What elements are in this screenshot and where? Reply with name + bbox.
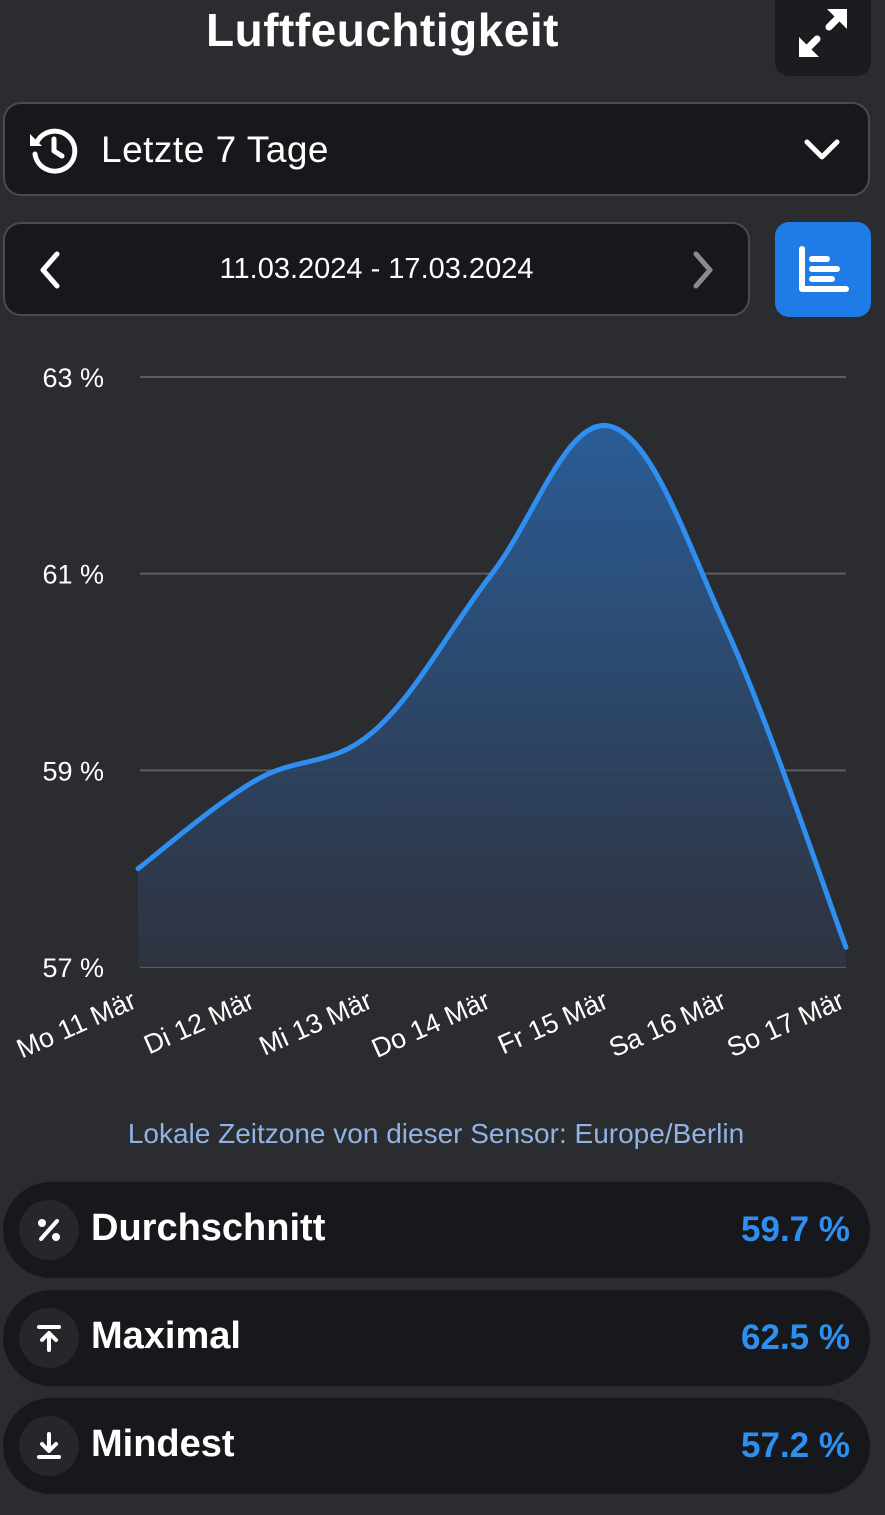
x-tick-label: So 17 Mär bbox=[722, 985, 848, 1063]
expand-button[interactable] bbox=[775, 0, 871, 76]
chart-view-toggle[interactable] bbox=[775, 222, 871, 317]
expand-arrows-icon bbox=[799, 9, 847, 57]
stat-row-average: Durchschnitt 59.7 % bbox=[3, 1182, 870, 1278]
x-tick-label: Fr 15 Mär bbox=[493, 985, 612, 1060]
page-title: Luftfeuchtigkeit bbox=[206, 4, 559, 56]
time-range-label: Letzte 7 Tage bbox=[101, 129, 329, 170]
stat-row-maximum: Maximal 62.5 % bbox=[3, 1290, 870, 1386]
stat-label: Mindest bbox=[91, 1423, 235, 1465]
x-tick-label: Mo 11 Mär bbox=[12, 985, 140, 1064]
timezone-note: Lokale Zeitzone von dieser Sensor: Europ… bbox=[127, 1118, 745, 1149]
arrow-up-to-line-icon bbox=[19, 1308, 79, 1368]
percent-icon bbox=[19, 1200, 79, 1260]
stat-label: Durchschnitt bbox=[91, 1207, 326, 1249]
stat-value: 62.5 % bbox=[741, 1318, 850, 1357]
history-icon bbox=[30, 128, 78, 174]
y-tick-label: 57 % bbox=[42, 953, 104, 983]
x-tick-label: Do 14 Mär bbox=[367, 985, 494, 1064]
stat-label: Maximal bbox=[91, 1315, 241, 1357]
series-line bbox=[135, 423, 849, 950]
date-range-label: 11.03.2024 - 17.03.2024 bbox=[219, 253, 534, 285]
x-tick-label: Mi 13 Mär bbox=[255, 985, 377, 1061]
time-range-select[interactable]: Letzte 7 Tage bbox=[3, 102, 870, 196]
x-tick-label: Sa 16 Mär bbox=[604, 985, 730, 1063]
y-tick-label: 61 % bbox=[42, 560, 104, 590]
arrow-down-to-line-icon bbox=[19, 1416, 79, 1476]
x-tick-label: Di 12 Mär bbox=[139, 985, 258, 1060]
chevron-right-icon[interactable] bbox=[686, 250, 718, 290]
stat-value: 57.2 % bbox=[741, 1426, 850, 1465]
y-tick-label: 59 % bbox=[42, 756, 104, 786]
date-range-navigator: 11.03.2024 - 17.03.2024 bbox=[3, 222, 750, 316]
stat-row-minimum: Mindest 57.2 % bbox=[3, 1398, 870, 1494]
area-fill bbox=[138, 425, 846, 967]
chevron-left-icon[interactable] bbox=[35, 250, 67, 290]
y-tick-label: 63 % bbox=[42, 363, 104, 393]
chevron-down-icon bbox=[804, 139, 840, 160]
stat-value: 59.7 % bbox=[741, 1210, 850, 1249]
chart-icon bbox=[799, 245, 849, 292]
